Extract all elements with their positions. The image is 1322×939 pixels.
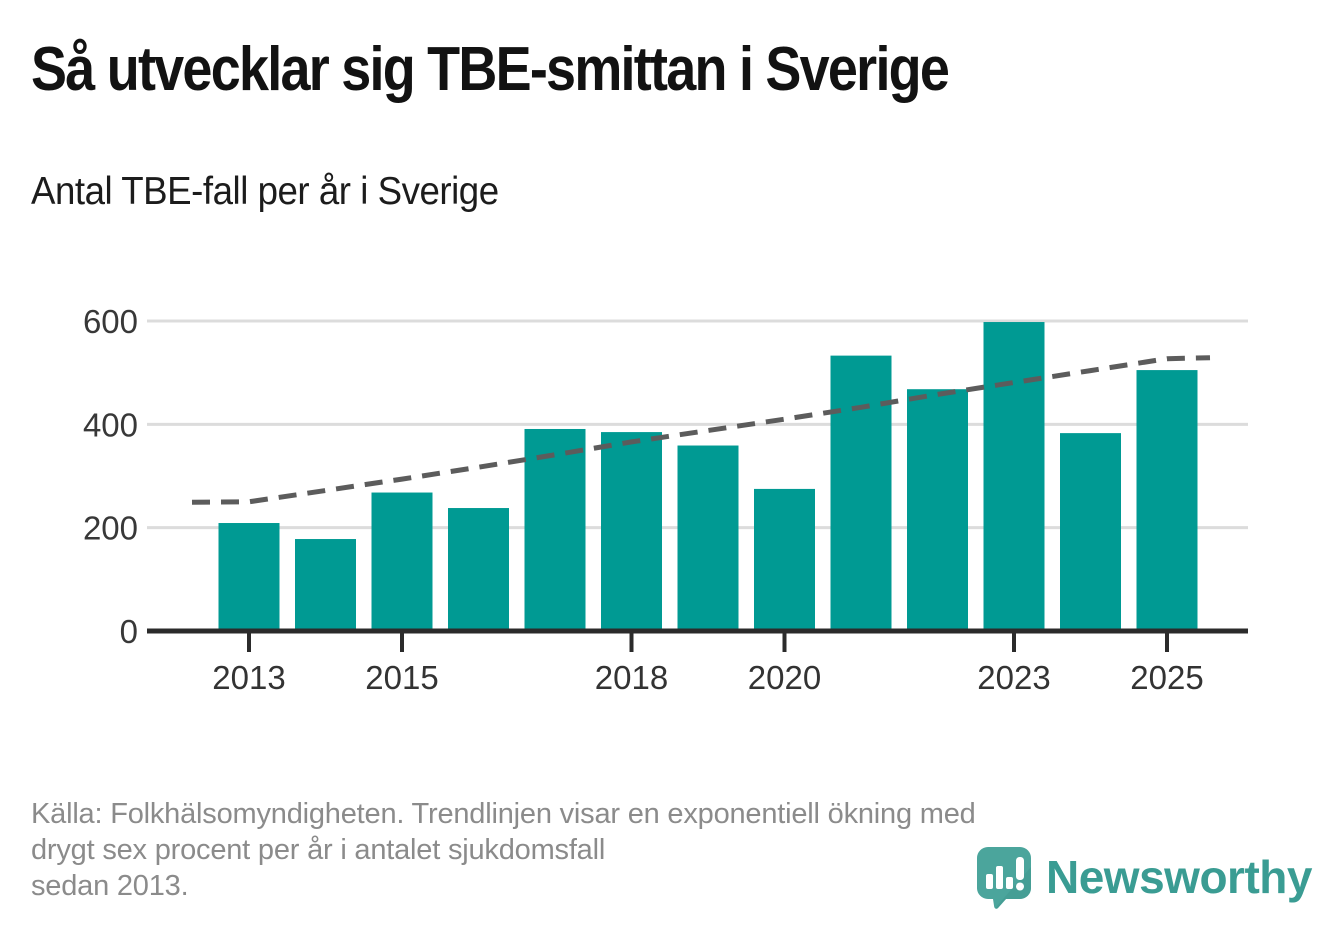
page-title: Så utvecklar sig TBE-smittan i Sverige	[31, 35, 950, 104]
x-tick-label: 2023	[977, 659, 1050, 696]
x-tick-label: 2025	[1130, 659, 1203, 696]
x-tick-label: 2018	[595, 659, 668, 696]
bar-2020	[754, 488, 815, 631]
chart-subtitle: Antal TBE-fall per år i Sverige	[31, 170, 499, 213]
bar-2015	[371, 492, 433, 631]
source-note: Källa: Folkhälsomyndigheten. Trendlinjen…	[31, 796, 976, 904]
bar-2013	[218, 523, 280, 631]
y-tick-label: 600	[83, 303, 138, 340]
source-note-line: Källa: Folkhälsomyndigheten. Trendlinjen…	[31, 798, 976, 830]
source-note-line: drygt sex procent per år i antalet sjukd…	[31, 834, 606, 866]
newsworthy-logo-icon	[977, 847, 1031, 909]
bar-2021	[830, 355, 892, 631]
bar-2018	[601, 432, 662, 631]
bar-2025	[1136, 370, 1198, 631]
bar-2022	[907, 389, 968, 631]
y-tick-label: 0	[120, 613, 138, 650]
trend-line	[191, 355, 1211, 505]
x-tick-label: 2013	[212, 659, 285, 696]
newsworthy-branding: Newsworthy	[975, 845, 1312, 909]
x-axis-labels: 2013 2015 2018 2020 2023 2025	[212, 659, 1203, 696]
bar-series	[218, 322, 1198, 631]
x-tick-label: 2015	[365, 659, 438, 696]
y-axis-labels: 0 200 400 600	[83, 303, 138, 650]
x-axis-ticks	[247, 633, 1169, 652]
bar-2016	[448, 508, 509, 631]
bar-2023	[983, 322, 1045, 631]
y-tick-label: 200	[83, 510, 138, 547]
source-note-line: sedan 2013.	[31, 870, 189, 902]
y-tick-label: 400	[83, 406, 138, 443]
bar-2024	[1060, 433, 1121, 631]
newsworthy-wordmark: Newsworthy	[1046, 851, 1312, 903]
bar-2019	[677, 445, 739, 631]
x-tick-label: 2020	[748, 659, 821, 696]
bar-2017	[524, 428, 586, 631]
bar-2014	[295, 539, 356, 631]
bar-chart: 0 200 400 600 2013 2015 2018 2020 2023 2025	[83, 303, 1248, 696]
